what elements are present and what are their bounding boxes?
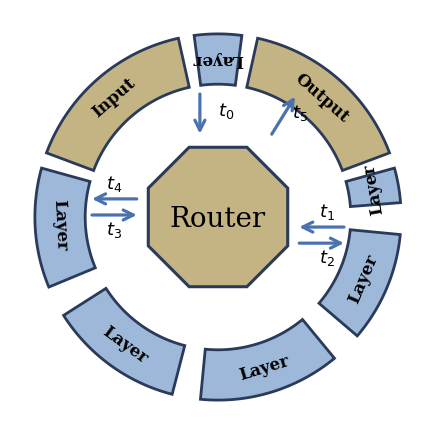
- Polygon shape: [35, 168, 95, 287]
- Text: Output: Output: [291, 70, 352, 126]
- Text: $\mathit{t}_{1}$: $\mathit{t}_{1}$: [319, 202, 334, 222]
- Text: Input: Input: [89, 75, 139, 121]
- Text: Router: Router: [170, 206, 266, 233]
- Text: $\mathit{t}_{0}$: $\mathit{t}_{0}$: [218, 102, 234, 122]
- Text: Layer: Layer: [99, 323, 151, 367]
- Polygon shape: [148, 147, 288, 287]
- Text: $\mathit{t}_{4}$: $\mathit{t}_{4}$: [106, 174, 123, 194]
- Polygon shape: [194, 34, 242, 85]
- Polygon shape: [346, 168, 401, 207]
- Text: Layer: Layer: [346, 252, 381, 306]
- Text: $\mathit{t}_{5}$: $\mathit{t}_{5}$: [293, 103, 309, 123]
- Polygon shape: [247, 38, 389, 171]
- Text: Layer: Layer: [237, 352, 291, 384]
- Polygon shape: [64, 288, 185, 394]
- Text: Layer: Layer: [361, 163, 386, 216]
- Polygon shape: [47, 38, 189, 171]
- Polygon shape: [319, 230, 400, 336]
- Text: $\mathit{t}_{2}$: $\mathit{t}_{2}$: [319, 248, 334, 268]
- Text: Layer: Layer: [192, 50, 244, 68]
- Text: Layer: Layer: [51, 199, 70, 251]
- Text: $\mathit{t}_{3}$: $\mathit{t}_{3}$: [106, 220, 123, 240]
- Polygon shape: [201, 319, 334, 400]
